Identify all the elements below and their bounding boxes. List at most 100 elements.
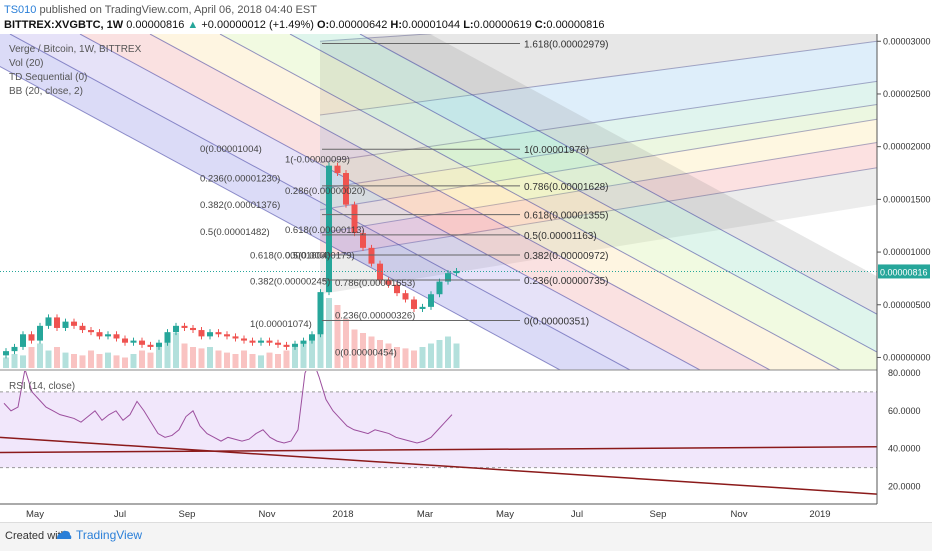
close-label: C:: [534, 19, 547, 31]
rsi-label[interactable]: RSI (14, close): [9, 381, 76, 392]
candle-down: [411, 299, 417, 309]
fib-level-label: 0.382(0.00000972): [524, 251, 609, 262]
candle-down: [88, 330, 94, 333]
volume-bar: [190, 347, 196, 368]
legend-bb[interactable]: BB (20, close, 2): [9, 86, 83, 97]
up-arrow-icon: ▲: [187, 19, 199, 31]
legend-td[interactable]: TD Sequential (0): [9, 72, 88, 83]
symbol: BITTREX:XVGBTC, 1W: [4, 19, 124, 31]
volume-bar: [275, 354, 281, 368]
candle-down: [351, 204, 358, 234]
candle-up: [292, 343, 298, 347]
volume-bar: [215, 350, 222, 368]
time-tick-label: 2019: [809, 509, 830, 520]
tradingview-brand[interactable]: TradingView: [56, 528, 142, 542]
time-tick-label: May: [26, 509, 44, 520]
fib-left-label: 0(0.00001004): [200, 144, 262, 155]
candle-down: [79, 325, 86, 331]
candle-up: [20, 334, 26, 347]
candle-down: [215, 332, 222, 335]
volume-bar: [300, 343, 307, 368]
volume-bar: [54, 347, 60, 368]
volume-bar: [79, 355, 86, 368]
fib-band-up: [320, 34, 877, 116]
volume-bar: [232, 354, 239, 368]
fib-left-label: 0.236(0.00001230): [200, 173, 280, 184]
candle-down: [241, 338, 247, 341]
volume-bar: [198, 348, 205, 368]
fib-band-down: [0, 34, 630, 370]
volume-bar: [173, 333, 179, 368]
volume-bars: [3, 298, 460, 368]
candle-down: [232, 336, 239, 339]
fib-left-label: 0.5(0.00001482): [200, 227, 270, 238]
candle-up: [45, 317, 52, 326]
fib-left-label: 1(0.00001074): [250, 319, 312, 330]
candle-up: [317, 292, 324, 335]
fib-levels: 1.618(0.00002979) 1(0.00001976) 0.786(0.00…: [200, 39, 609, 358]
author-link[interactable]: TS010: [4, 4, 37, 16]
volume-bar: [283, 350, 290, 368]
volume-bar: [11, 354, 18, 368]
fib-channel-line-up: [319, 141, 877, 234]
candle-down: [360, 233, 366, 248]
volume-bar: [453, 343, 460, 368]
close-value: 0.00000816: [546, 19, 605, 31]
candle-up: [62, 321, 69, 328]
price-tick-label: 0.00003000: [883, 36, 931, 46]
price-tick-label: 0.00001500: [883, 194, 931, 204]
high-value: 0.00001044: [402, 19, 461, 31]
fib-band-down: [220, 34, 877, 370]
candle-down: [122, 338, 128, 343]
volume-bar: [37, 343, 43, 368]
rsi-tick-label: 80.0000: [888, 368, 921, 378]
volume-bar: [147, 352, 154, 368]
candle-up: [309, 334, 315, 341]
high-label: H:: [390, 19, 403, 31]
volume-bar: [351, 329, 358, 368]
publish-line: TS010 published on TradingView.com, Apri…: [4, 4, 317, 16]
volume-bar: [249, 354, 256, 368]
price-tick-label: 0.00000000: [883, 352, 931, 362]
candle-down: [402, 293, 409, 300]
candle-up: [300, 340, 307, 344]
time-tick-label: 2018: [332, 509, 353, 520]
volume-bar: [326, 298, 332, 368]
volume-bar: [343, 319, 349, 368]
candle-up: [419, 306, 426, 309]
candle-up: [130, 340, 137, 343]
fib-level-label: 1(0.00001976): [524, 145, 589, 156]
candle-down: [368, 247, 375, 264]
volume-bar: [45, 350, 52, 368]
price-tick-label: 0.00002500: [883, 89, 931, 99]
fib-level-label: 0(0.00000351): [524, 316, 589, 327]
tradingview-logo-icon: [57, 530, 72, 539]
volume-bar: [266, 352, 273, 368]
candle-down: [54, 317, 60, 328]
time-tick-label: Sep: [650, 509, 667, 520]
volume-bar: [241, 350, 247, 368]
rsi-tick-label: 40.0000: [888, 444, 921, 454]
fib-band-up: [320, 104, 877, 210]
rsi-tick-label: 60.0000: [888, 406, 921, 416]
legend-vol[interactable]: Vol (20): [9, 58, 44, 69]
price-chart[interactable]: 1.618(0.00002979) 1(0.00001976) 0.786(0.00…: [0, 34, 932, 522]
candle-up: [105, 334, 111, 337]
open-value: 0.00000642: [329, 19, 388, 31]
fib-channel-line-up: [319, 104, 877, 190]
candle-down: [28, 334, 35, 341]
publish-info: published on TradingView.com, April 06, …: [39, 4, 317, 16]
fib-channel-line-down: [0, 65, 561, 370]
fib-band-up: [320, 167, 877, 295]
rsi-axis: 80.0000 60.0000 40.0000 20.0000: [888, 368, 921, 492]
candle-down: [266, 340, 273, 343]
volume-bar: [181, 343, 188, 368]
candle-up: [207, 332, 213, 337]
volume-bar: [156, 347, 162, 368]
price-tick-label: 0.00001000: [883, 247, 931, 257]
time-tick-label: Nov: [259, 509, 276, 520]
time-axis: May Jul Sep Nov 2018 Mar May Jul Sep Nov 2019: [26, 509, 831, 520]
fib-band-up: [320, 119, 877, 234]
time-tick-label: Nov: [731, 509, 748, 520]
fib-left-label: 1(-0.00000099): [285, 154, 350, 165]
